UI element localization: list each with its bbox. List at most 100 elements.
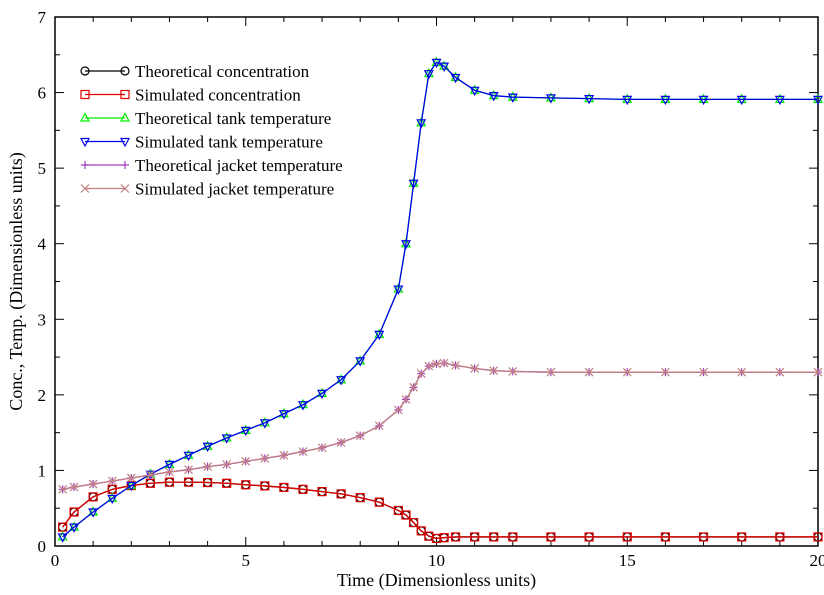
x-tick-label: 10 <box>428 551 445 570</box>
data-point <box>164 460 175 471</box>
series-line <box>62 481 818 540</box>
data-point <box>439 62 450 72</box>
data-point <box>355 355 366 365</box>
data-point <box>183 451 194 462</box>
data-point <box>489 366 499 376</box>
data-point <box>297 401 308 411</box>
data-point <box>88 492 98 502</box>
series-layer <box>57 56 823 544</box>
data-point <box>736 93 747 103</box>
y-tick-label: 6 <box>38 84 47 103</box>
x-tick-label: 0 <box>51 551 60 570</box>
data-point <box>450 532 461 542</box>
data-point <box>737 367 747 377</box>
data-point <box>416 119 427 129</box>
data-point <box>69 523 80 533</box>
data-point <box>699 367 708 377</box>
data-point <box>400 240 411 250</box>
series-2 <box>58 477 823 544</box>
data-point <box>107 476 117 486</box>
data-point <box>374 328 385 338</box>
data-point <box>88 479 98 489</box>
data-point <box>622 367 632 377</box>
data-point <box>183 477 194 487</box>
data-point <box>222 459 232 469</box>
legend-item: Theoretical concentration <box>80 62 310 81</box>
data-point <box>57 531 68 541</box>
legend-label: Simulated jacket temperature <box>135 180 334 199</box>
legend-item: Simulated jacket temperature <box>80 180 334 199</box>
data-point <box>737 532 747 542</box>
legend-item: Theoretical tank temperature <box>80 109 331 128</box>
data-point <box>409 382 419 392</box>
x-tick-label: 5 <box>242 551 251 570</box>
data-point <box>241 456 251 466</box>
data-point <box>813 532 823 542</box>
data-point <box>774 95 785 106</box>
data-point <box>545 94 556 104</box>
y-axis-label: Conc., Temp. (Dimensionless units) <box>6 152 27 410</box>
data-point <box>451 360 460 370</box>
data-point <box>416 369 426 379</box>
x-tick-label: 20 <box>810 551 824 570</box>
y-tick-label: 7 <box>38 8 47 27</box>
data-point <box>165 467 174 477</box>
series-line <box>62 481 818 540</box>
data-point <box>374 330 385 341</box>
data-point <box>222 478 232 488</box>
data-point <box>660 95 671 106</box>
data-point <box>431 56 442 66</box>
data-point <box>240 426 251 437</box>
data-point <box>317 443 327 453</box>
data-point <box>317 486 327 497</box>
y-tick-label: 0 <box>38 537 47 556</box>
data-point <box>121 161 129 169</box>
data-point <box>259 419 270 429</box>
data-point <box>80 112 90 122</box>
data-point <box>260 481 270 491</box>
data-point <box>80 184 90 193</box>
data-point <box>298 447 308 456</box>
data-point <box>813 95 823 106</box>
data-point <box>432 359 441 369</box>
legend-item: Theoretical jacket temperature <box>81 156 343 175</box>
data-point <box>120 66 130 76</box>
legend-label: Theoretical concentration <box>135 62 310 81</box>
series-line <box>62 61 818 538</box>
data-point <box>393 405 403 415</box>
data-point <box>107 494 118 505</box>
data-point <box>203 462 213 472</box>
data-point <box>584 92 595 103</box>
data-point <box>774 93 785 103</box>
data-point <box>409 517 419 528</box>
series-line <box>62 362 818 490</box>
data-point <box>416 526 426 536</box>
data-point <box>80 137 90 148</box>
data-point <box>317 389 328 400</box>
data-point <box>58 484 68 494</box>
data-point <box>470 532 480 542</box>
data-point <box>736 95 747 106</box>
data-point <box>69 482 79 492</box>
data-point <box>622 95 633 106</box>
legend-item: Simulated tank temperature <box>80 133 323 152</box>
data-point <box>660 93 671 103</box>
data-point <box>278 410 289 420</box>
data-point <box>660 367 670 377</box>
legend-label: Theoretical tank temperature <box>135 109 331 128</box>
data-point <box>80 66 90 76</box>
y-tick-label: 5 <box>38 159 47 178</box>
data-point <box>57 533 68 543</box>
data-point <box>374 497 384 507</box>
series-3 <box>57 56 823 541</box>
data-point <box>660 532 671 542</box>
data-point <box>202 442 213 453</box>
data-point <box>545 92 556 102</box>
data-point <box>584 532 594 542</box>
data-point <box>424 361 434 371</box>
data-point <box>81 161 89 169</box>
data-point <box>279 450 289 460</box>
series-6 <box>58 358 823 494</box>
data-point <box>698 532 709 542</box>
